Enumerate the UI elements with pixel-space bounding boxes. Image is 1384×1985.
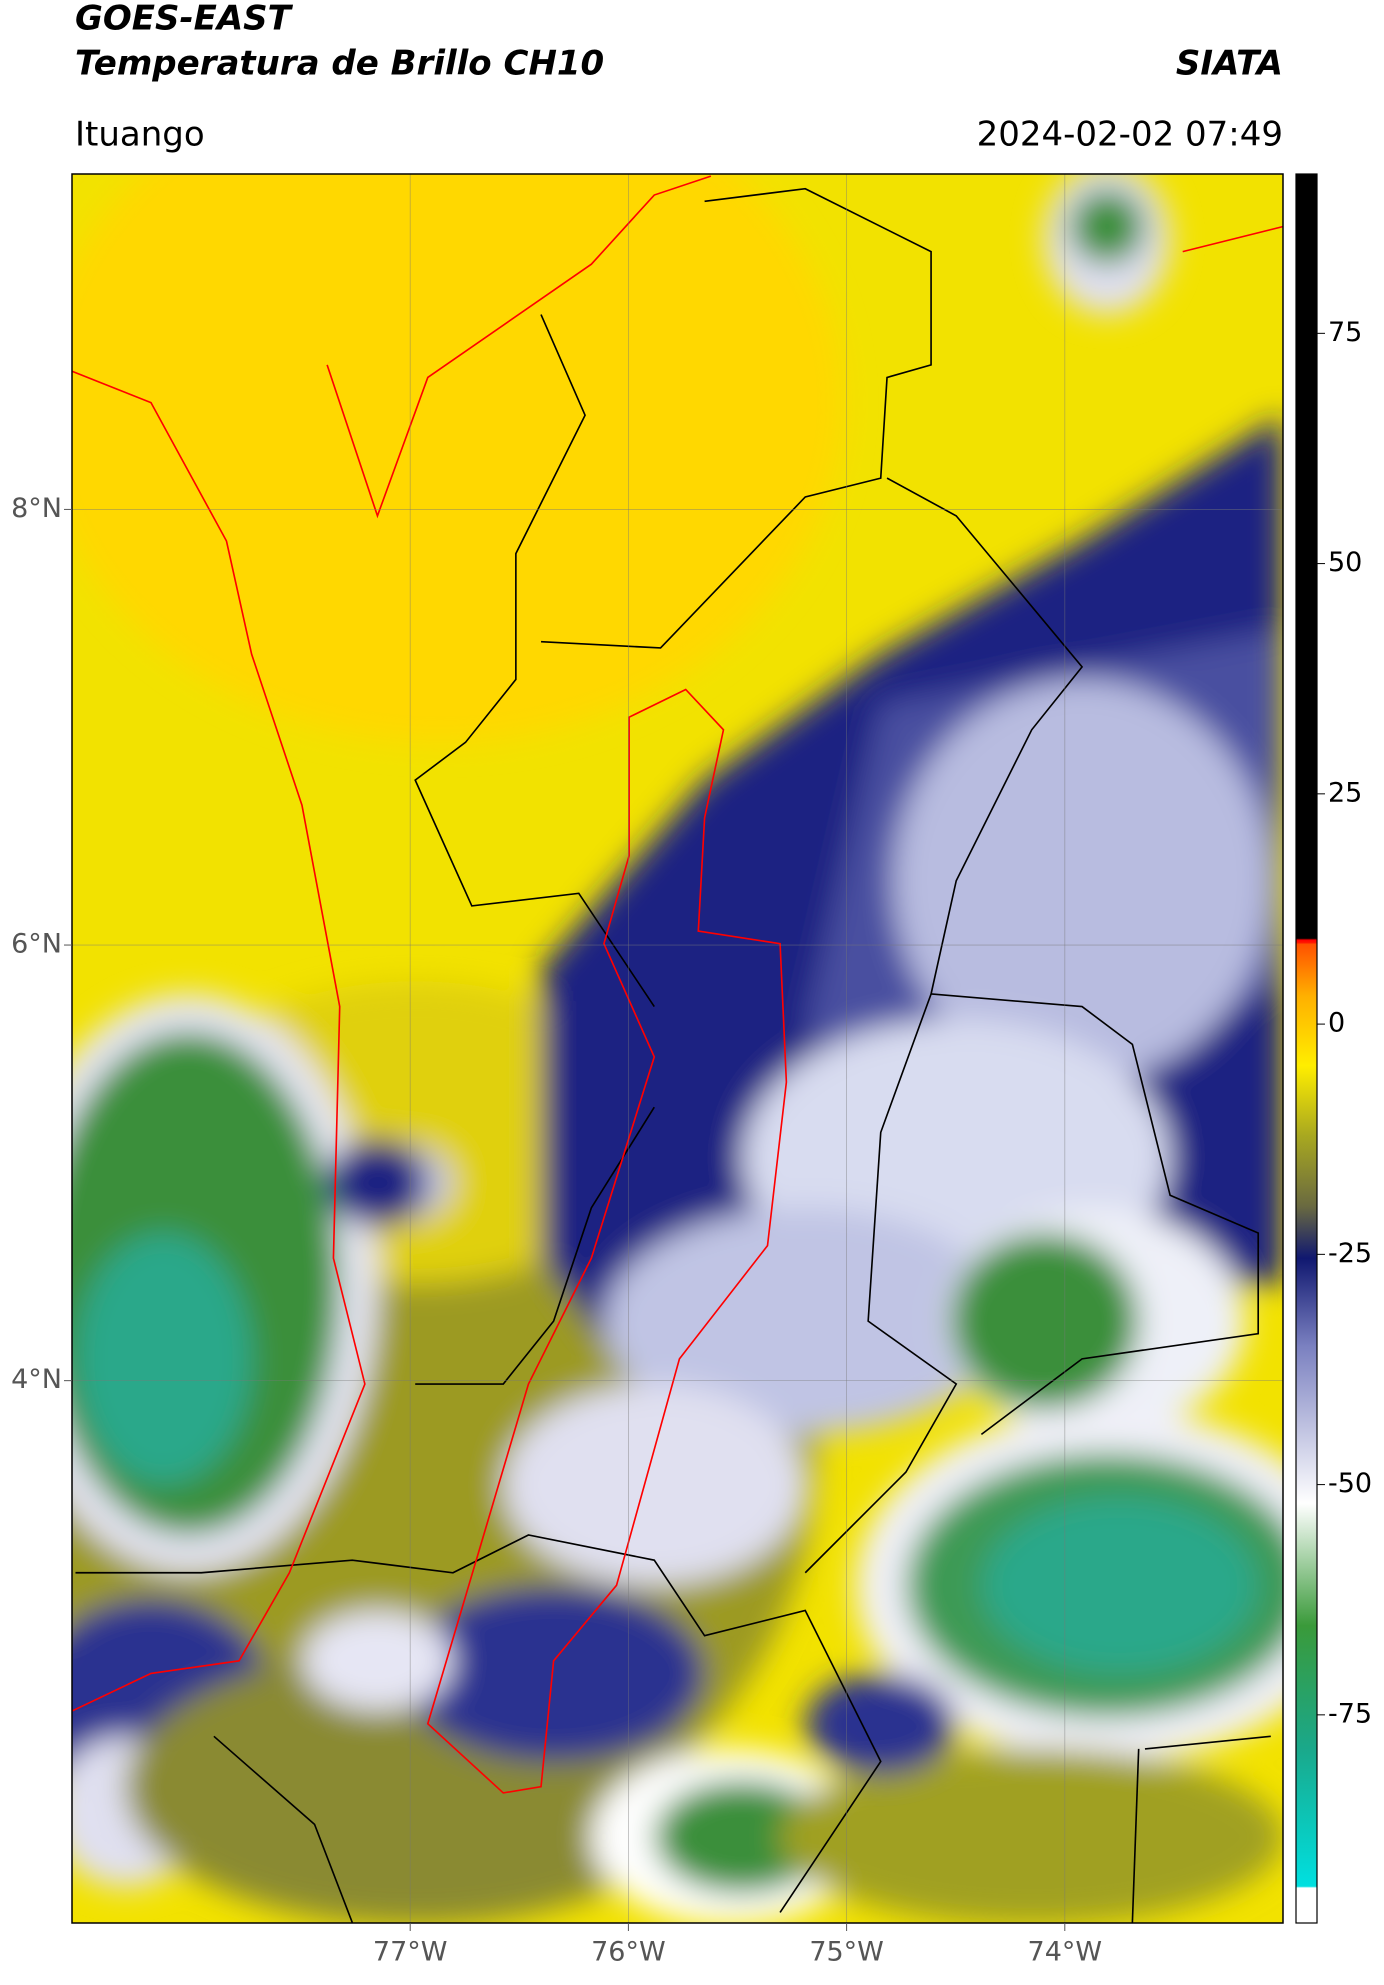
lat-tick-label: 8°N [11,493,62,524]
map-frame [71,173,1284,1924]
location: Ituango [75,115,205,155]
lon-tick-label: 74°W [1028,1937,1103,1968]
title: GOES-EAST [75,0,294,39]
colorbar [1295,173,1318,1924]
colorbar-tick-label: -50 [1328,1468,1372,1499]
colorbar-tick-label: -25 [1328,1238,1372,1269]
subtitle: Temperatura de Brillo CH10 [75,44,604,84]
lat-tick-label: 6°N [11,929,62,960]
lon-tick-label: 75°W [809,1937,884,1968]
lat-tick-label: 4°N [11,1364,62,1395]
grid [72,174,1283,1923]
colorbar-tick-label: -75 [1328,1698,1372,1729]
source: SIATA [1176,44,1283,84]
colorbar-tick-label: 75 [1328,317,1362,348]
colorbar-tick-label: 0 [1328,1008,1345,1039]
lon-tick-label: 77°W [373,1937,448,1968]
satellite-image [72,174,1283,1923]
colorbar-tick-label: 50 [1328,547,1362,578]
datetime: 2024-02-02 07:49 [977,115,1283,155]
colorbar-tick-label: 25 [1328,777,1362,808]
lon-tick-label: 76°W [591,1937,666,1968]
